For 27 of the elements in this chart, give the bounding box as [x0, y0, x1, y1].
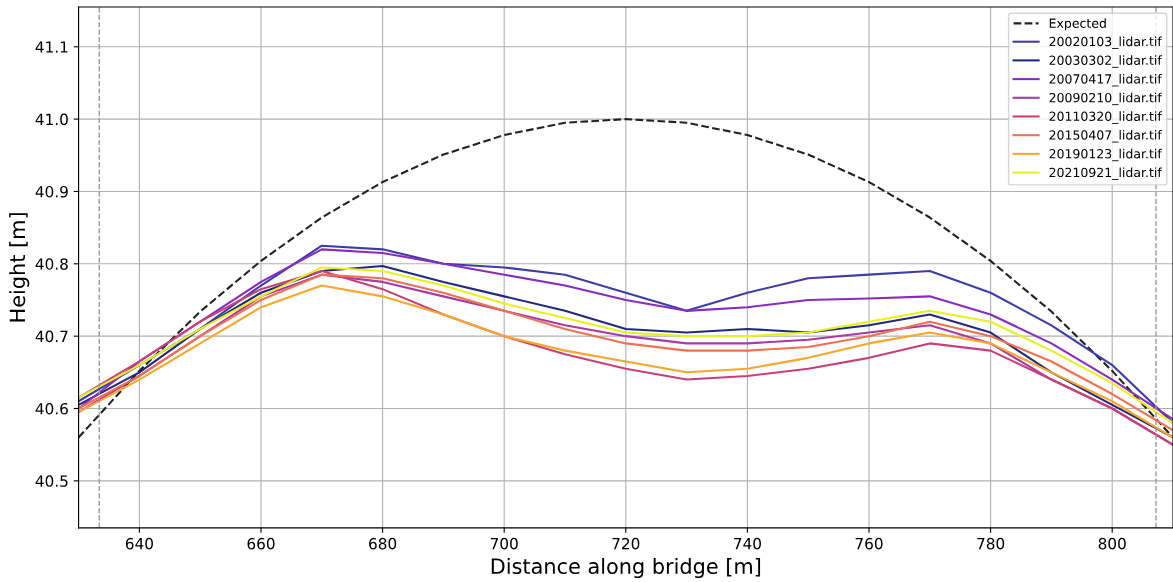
legend-label: Expected — [1049, 18, 1106, 31]
y-tick-label: 40.9 — [35, 185, 68, 198]
legend-label: 20210921_lidar.tif — [1049, 167, 1162, 180]
legend-label: 20150407_lidar.tif — [1049, 130, 1162, 143]
y-axis-title: Height [m] — [9, 213, 30, 322]
x-tick-label: 800 — [1098, 537, 1126, 550]
legend-label: 20030302_lidar.tif — [1049, 55, 1162, 68]
legend-label: 20110320_lidar.tif — [1049, 111, 1162, 124]
x-tick-label: 640 — [125, 537, 153, 550]
x-tick-label: 760 — [855, 537, 883, 550]
y-tick-label: 40.8 — [35, 258, 68, 270]
y-tick-label: 40.6 — [35, 402, 68, 415]
y-tick-label: 41.1 — [35, 41, 68, 53]
y-tick-label: 40.7 — [35, 330, 68, 343]
legend-label: 20190123_lidar.tif — [1049, 148, 1162, 162]
y-tick-label: 41.0 — [35, 113, 68, 126]
x-tick-label: 680 — [369, 537, 397, 550]
x-axis-title: Distance along bridge [m] — [491, 557, 761, 579]
x-tick-label: 740 — [734, 537, 761, 550]
x-tick-label: 700 — [490, 537, 518, 550]
x-tick-label: 780 — [977, 537, 1005, 550]
x-tick-label: 720 — [612, 537, 640, 550]
x-tick-label: 660 — [247, 537, 275, 550]
legend-label: 20020103_lidar.tif — [1049, 36, 1162, 50]
legend-label: 20070417_lidar.tif — [1049, 73, 1162, 87]
legend-label: 20090210_lidar.tif — [1049, 92, 1162, 106]
y-tick-label: 40.5 — [35, 475, 68, 487]
